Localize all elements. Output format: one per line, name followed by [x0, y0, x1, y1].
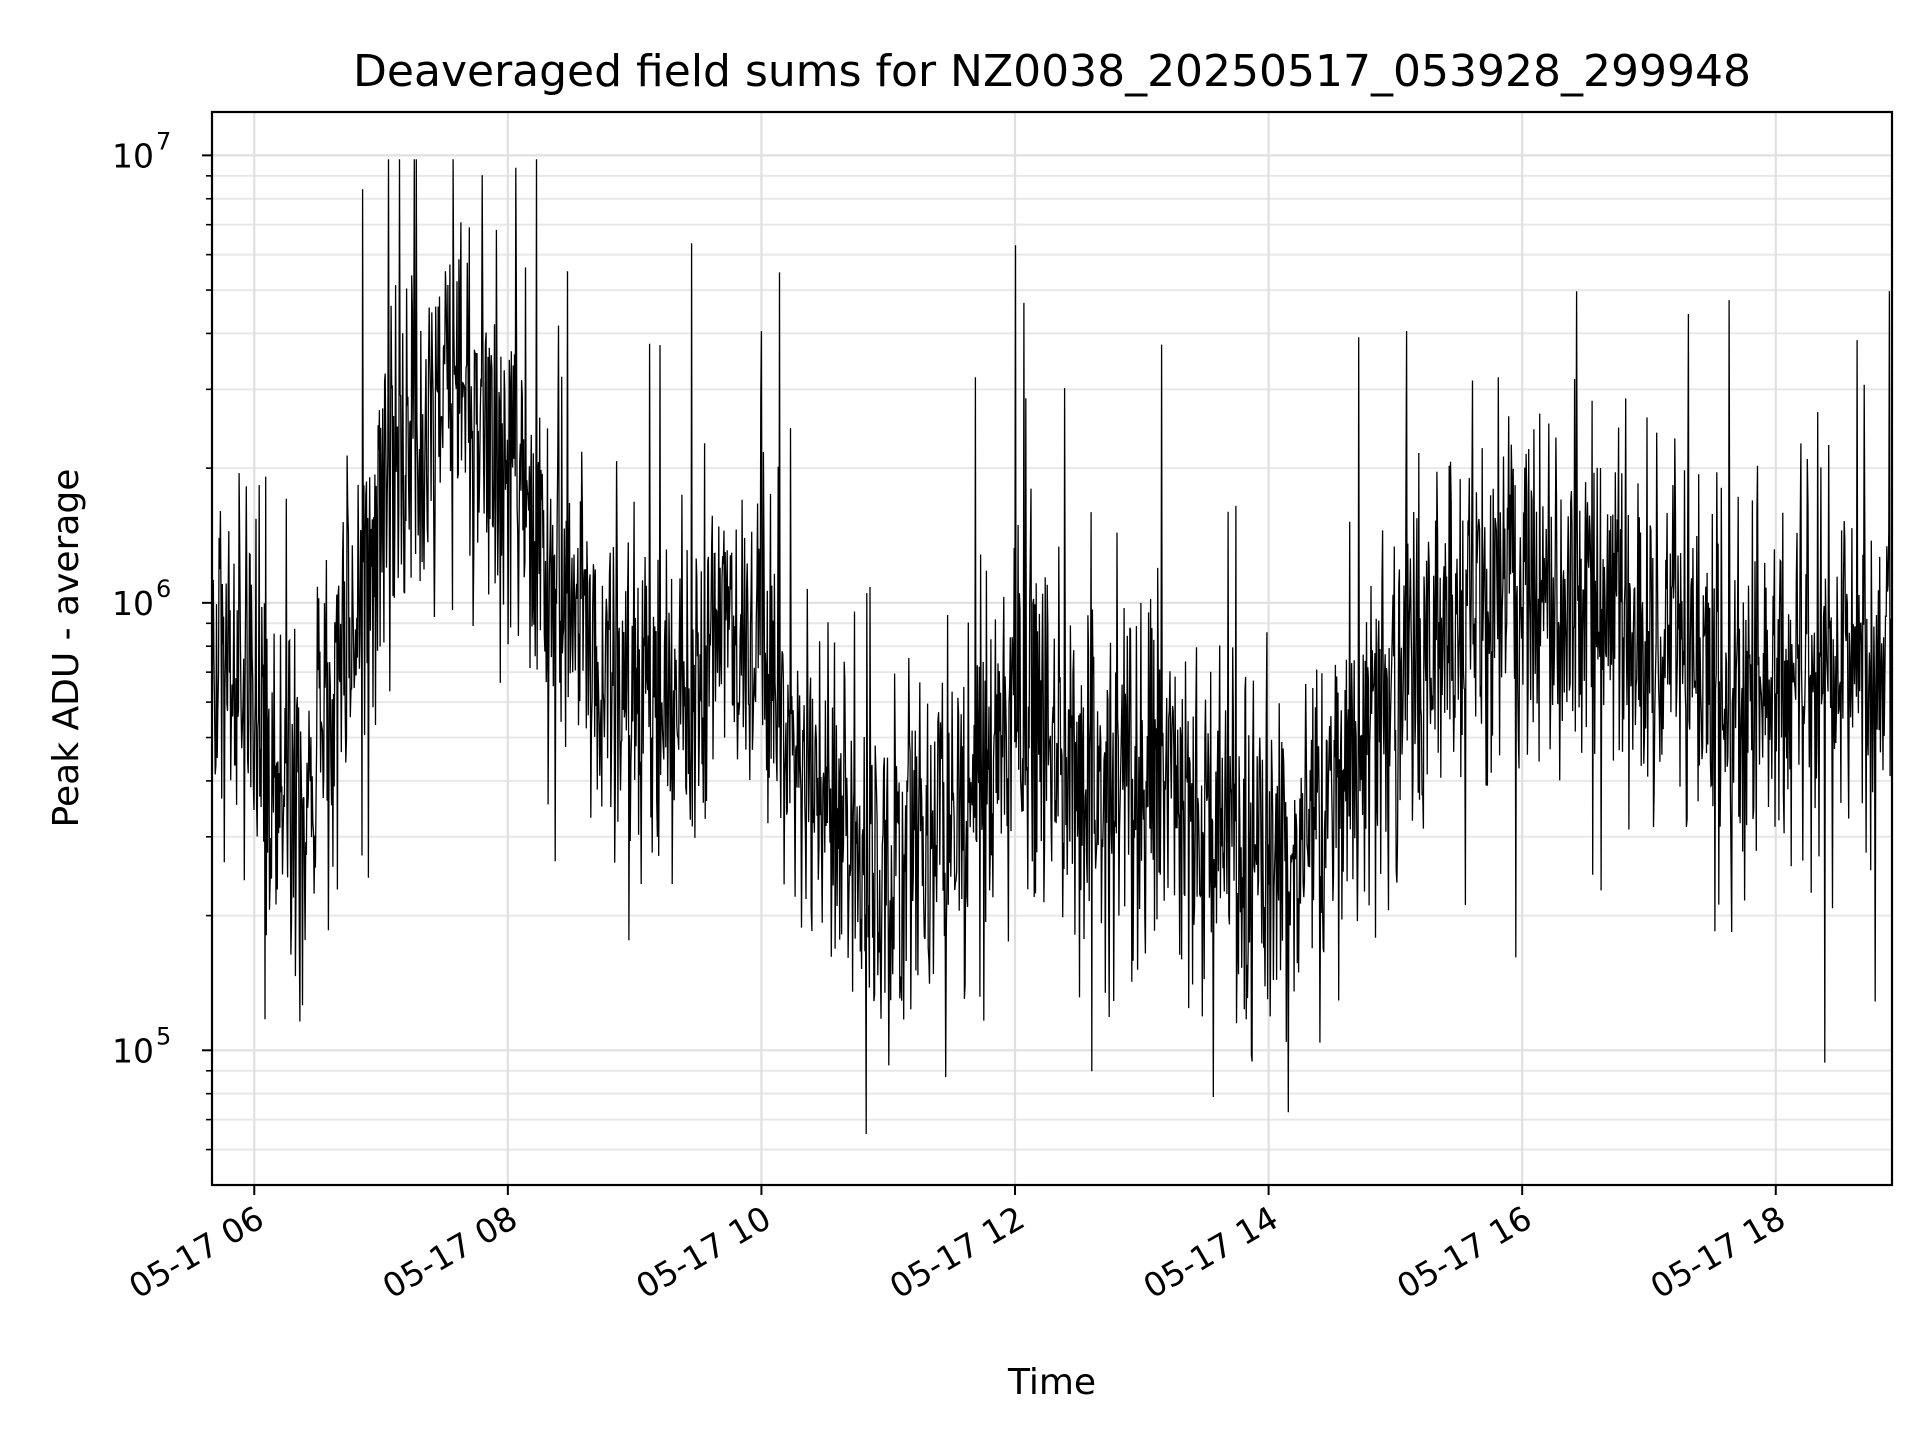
series-line	[211, 159, 1893, 1135]
y-tick-label: 10	[112, 1031, 154, 1070]
y-tick-exponent: 7	[156, 127, 171, 155]
y-tick-label: 10	[112, 584, 154, 623]
chart-title: Deaveraged field sums for NZ0038_2025051…	[353, 46, 1751, 97]
axis-ticks	[202, 154, 1777, 1195]
y-tick-exponent: 6	[156, 575, 171, 603]
y-axis-label: Peak ADU - average	[46, 469, 87, 828]
x-axis-label: Time	[1007, 1362, 1096, 1403]
y-tick-exponent: 5	[156, 1022, 171, 1050]
plot-frame	[210, 110, 1894, 1187]
y-tick-label: 10	[112, 136, 154, 175]
data-series	[211, 159, 1893, 1135]
